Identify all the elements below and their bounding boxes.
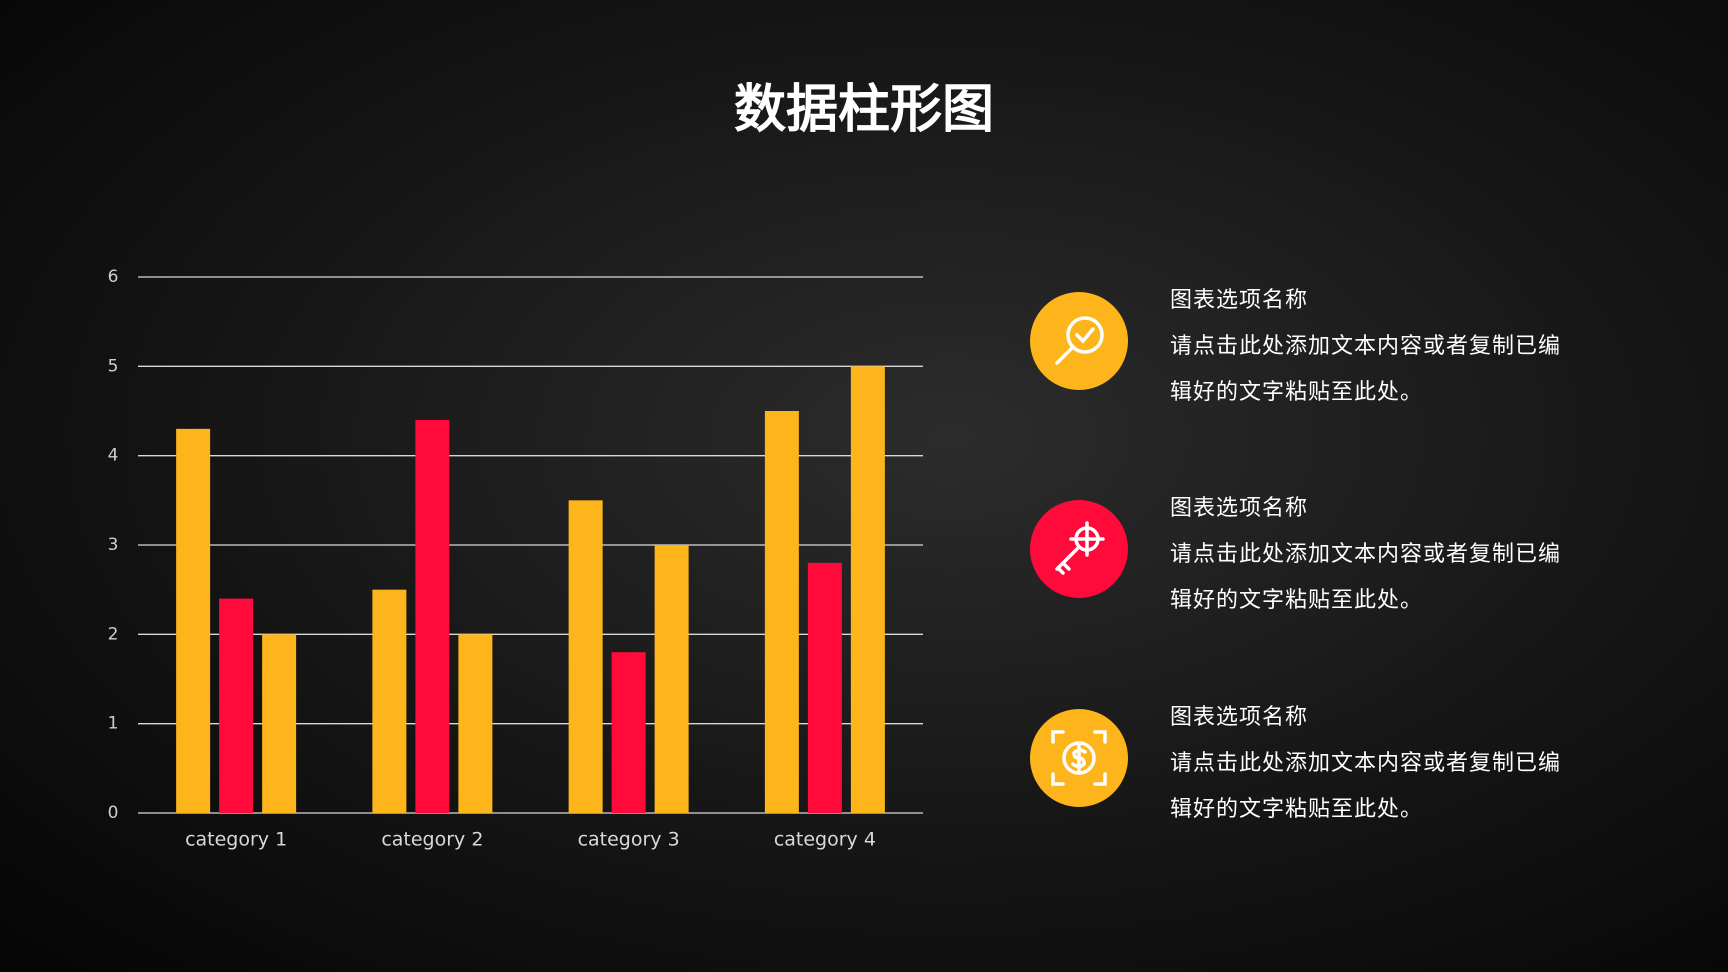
bar [654,545,689,813]
x-tick-label: category 3 [578,829,680,851]
bar [219,598,254,813]
icon-key [1030,500,1128,598]
x-tick-label: category 1 [185,829,287,851]
x-tick-label: category 2 [381,829,483,851]
item-title: 图表选项名称 [1170,705,1309,730]
item-text: 请点击此处添加文本内容或者复制已编辑好的文字粘贴至此处。 [1170,542,1562,613]
y-tick-label: 2 [108,624,119,644]
chart-title: 数据柱形图 [734,80,994,140]
bar [850,366,885,813]
y-tick-label: 1 [108,714,119,734]
bar [415,419,450,813]
item-title: 图表选项名称 [1170,288,1309,313]
y-tick-label: 5 [108,356,119,376]
bar [807,562,842,813]
icon-search [1030,292,1128,390]
item-text: 请点击此处添加文本内容或者复制已编辑好的文字粘贴至此处。 [1170,751,1562,822]
y-tick-label: 4 [108,446,119,466]
bar [458,634,493,813]
bar [568,500,603,813]
x-tick-label: category 4 [774,829,876,851]
item-text: 请点击此处添加文本内容或者复制已编辑好的文字粘贴至此处。 [1170,334,1562,405]
y-tick-label: 3 [108,535,119,555]
bar [372,589,407,813]
bar [176,428,211,813]
y-tick-label: 0 [108,803,119,823]
bar [262,634,297,813]
item: 图表选项名称 请点击此处添加文本内容或者复制已编辑好的文字粘贴至此处。 [1170,695,1570,833]
y-tick-label: 6 [108,267,119,287]
item: 图表选项名称 请点击此处添加文本内容或者复制已编辑好的文字粘贴至此处。 [1170,486,1570,624]
bar [611,652,646,813]
item: 图表选项名称 请点击此处添加文本内容或者复制已编辑好的文字粘贴至此处。 [1170,278,1570,416]
bar [764,411,799,813]
item-title: 图表选项名称 [1170,496,1309,521]
icon-money [1030,709,1128,807]
